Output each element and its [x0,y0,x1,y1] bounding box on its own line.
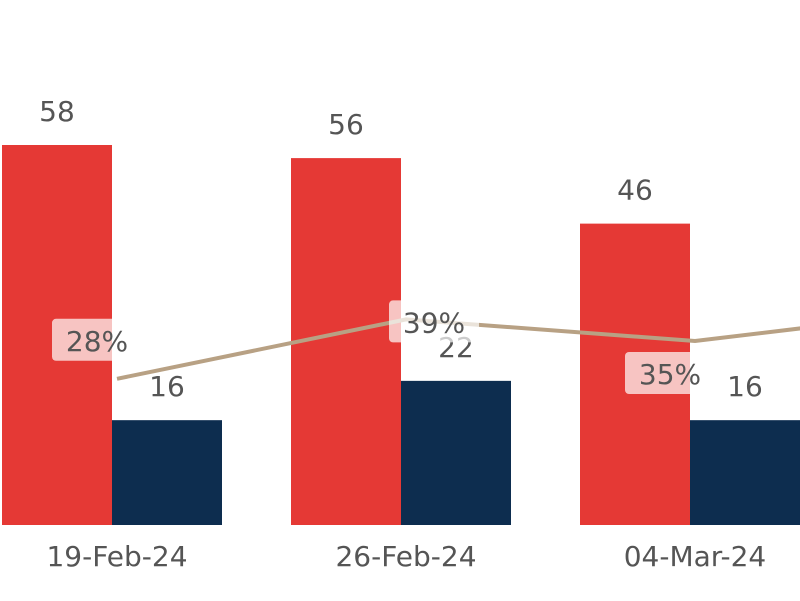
x-axis-labels: 19-Feb-24 26-Feb-24 04-Mar-24 [46,540,766,573]
pct-label-bg [625,352,715,394]
bar-value-label: 56 [328,108,364,141]
bar-value-label: 16 [149,370,185,403]
x-tick-label: 19-Feb-24 [46,540,187,573]
bar-series-2-0 [112,420,222,525]
line-series [116,317,800,381]
pct-label-bg [52,318,142,361]
line-value-label: 39% [403,306,465,339]
bars-layer [2,145,800,525]
bar-series-1-1 [291,158,401,525]
bar-value-label: 46 [617,174,653,207]
x-tick-label: 04-Mar-24 [624,540,767,573]
pct-label-bg [389,300,479,343]
bar-series-2-2 [690,420,800,525]
line-value-label: 28% [66,325,128,358]
bar-value-label: 58 [39,95,75,128]
bar-series-2-1 [401,380,511,525]
x-tick-label: 26-Feb-24 [335,540,476,573]
line-value-label: 35% [639,358,701,391]
bar-value-label: 16 [727,370,763,403]
line-layer [116,317,800,381]
